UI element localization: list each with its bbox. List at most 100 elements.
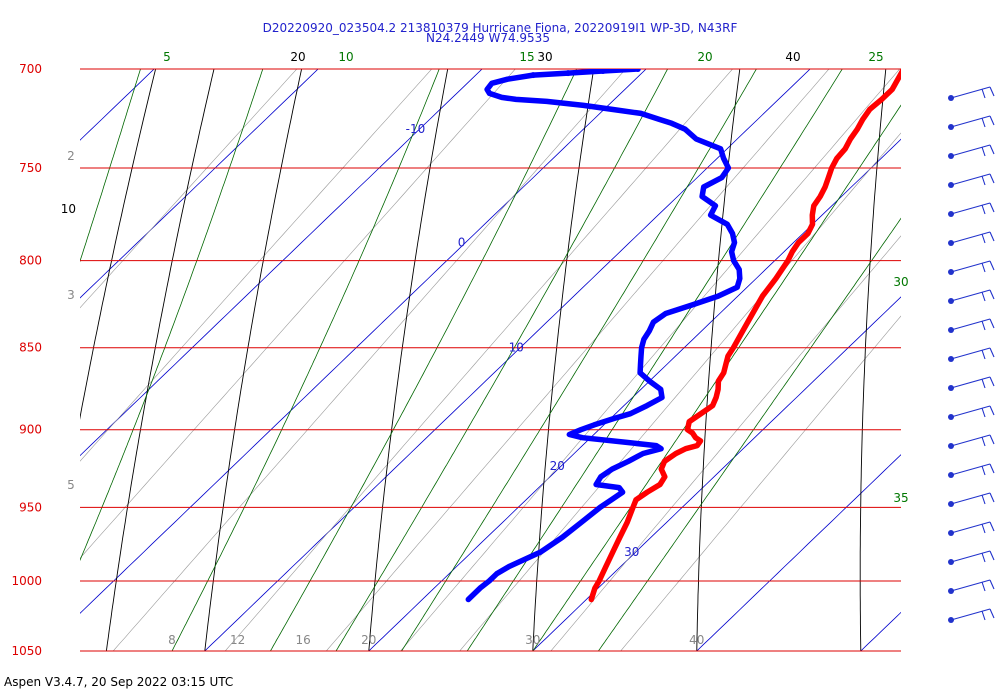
mixing-ratio-line [620,315,901,651]
isotherm-label: 0 [458,236,466,250]
wind-barb [948,115,995,130]
moist-adiabat-line [401,69,757,651]
isotherm-label: -10 [406,122,426,136]
moist-adiabat-label: 15 [519,50,534,64]
dewpoint-point [530,72,537,79]
wind-barb [948,318,995,333]
software-footer: Aspen V3.4.7, 20 Sep 2022 03:15 UTC [4,675,234,689]
wind-barb-shaft [950,202,991,215]
dry-adiabat-line [859,69,887,651]
temperature-tick-label: 40 [689,633,704,647]
pressure-label: 850 [19,341,42,355]
temperature-tick-label: 8 [168,633,176,647]
wind-barb [948,86,995,101]
wind-barb-shaft [950,376,991,389]
wind-barb [948,347,995,362]
dewpoint-point [565,70,572,77]
wind-barb-shaft [950,318,991,331]
isotherm-line [696,454,901,651]
mixing-ratio-label: 3 [67,288,75,302]
wind-barb [948,434,995,449]
isotherm-label: 20 [550,459,565,473]
wind-barb-flag [989,492,995,503]
mixing-ratio-line [550,235,901,651]
wind-barb-flag [981,291,986,302]
wind-barb-flag [981,494,986,505]
pressure-label: 700 [19,62,42,76]
wind-barb-flag [981,204,986,215]
wind-barb-shaft [950,550,991,563]
wind-barb-shaft [950,231,991,244]
wind-barb-flag [989,289,995,300]
pressure-label: 950 [19,500,42,514]
dry-adiabat-label: 40 [785,50,800,64]
wind-barb [948,202,995,217]
dry-adiabat-line [368,69,449,651]
wind-barb-shaft [950,434,991,447]
wind-barb-flag [989,260,995,271]
moist-adiabat-label: 5 [163,50,171,64]
mixing-ratio-line [400,69,900,651]
wind-barb-flag [989,173,995,184]
wind-barb-flag [989,463,995,474]
wind-barb-flag [981,146,986,157]
dry-adiabat-line [80,69,157,420]
isotherm-label: 30 [624,545,639,559]
mixing-ratio-line [326,69,830,651]
temperature-tick-label: 20 [361,633,376,647]
wind-barb [948,260,995,275]
wind-barb-flag [989,347,995,358]
mixing-ratio-line [80,69,516,559]
wind-barb-flag [981,233,986,244]
isotherm-line [860,611,901,651]
dewpoint-trace [465,69,743,603]
dry-adiabat-label: 30 [537,50,552,64]
mixing-ratio-line [112,69,626,651]
wind-barb-shaft [950,463,991,476]
moist-adiabat-line [171,69,440,651]
moist-adiabat-line [598,217,901,651]
moist-adiabat-line [80,69,264,562]
wind-barb-flag [989,318,995,329]
wind-barb-flag [989,115,995,126]
wind-barb-flag [989,202,995,213]
wind-barb-shaft [950,289,991,302]
moist-adiabat-label: 20 [697,50,712,64]
isotherm-line [204,69,811,651]
dry-adiabat-line [532,69,595,651]
wind-barb-flag [989,434,995,445]
moist-adiabat-line [532,104,901,651]
wind-barb-shaft [950,144,991,157]
temperature-trace [588,69,901,603]
dry-adiabat-label: 20 [290,50,305,64]
isotherm-line [80,69,647,614]
wind-barb-shaft [950,86,991,99]
wind-barb-shaft [950,608,991,621]
temperature-tick-label: 16 [296,633,311,647]
wind-barb-flag [981,581,986,592]
wind-barb [948,405,995,420]
pressure-label: 800 [19,254,42,268]
temperature-tick-label: 12 [230,633,245,647]
mixing-ratio-line [80,69,432,462]
isotherm-label: 10 [509,341,524,355]
mixing-ratio-line [224,69,733,651]
dry-adiabat-line [696,69,741,651]
wind-barb-flag [981,436,986,447]
moist-adiabat-line [466,69,843,651]
wind-barb [948,492,995,507]
moist-adiabat-label: 25 [868,50,883,64]
pressure-label: 750 [19,161,42,175]
chart-subtitle: N24.2449 W74.9535 [426,31,550,45]
wind-barb-flag [981,262,986,273]
wind-barb [948,376,995,391]
dry-adiabat-line [204,69,303,651]
wind-barb-flag [989,550,995,561]
isotherm-line [80,69,319,299]
wind-barb-flag [981,378,986,389]
mixing-ratio-line [80,69,298,309]
wind-barb-shaft [950,405,991,418]
mixing-ratio-label: 5 [67,478,75,492]
wind-barb-flag [989,608,995,619]
wind-barb [948,608,995,623]
